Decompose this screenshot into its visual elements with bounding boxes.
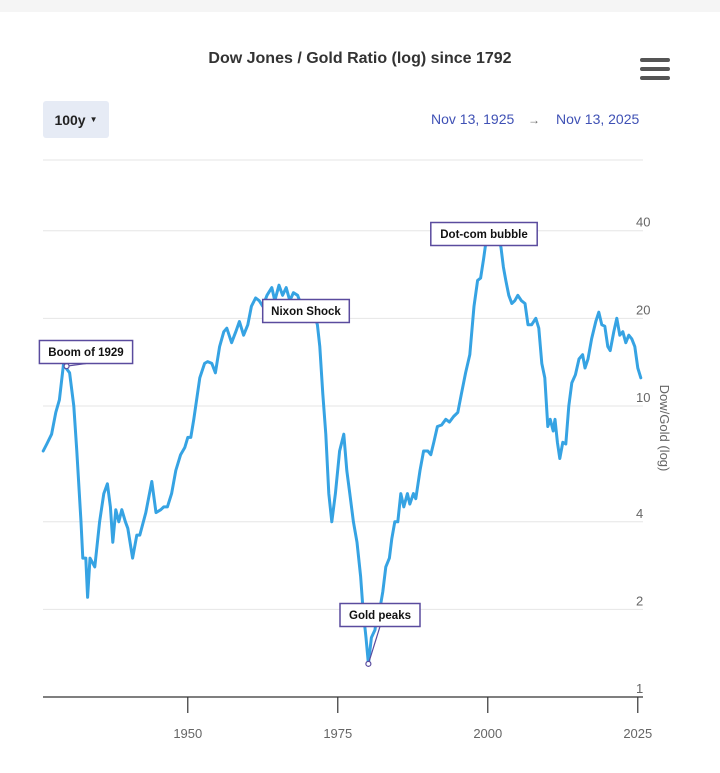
y-tick-label: 40 — [636, 215, 650, 230]
x-tick-label: 2025 — [623, 726, 652, 741]
annotation-box — [339, 602, 421, 628]
annotation-box — [38, 339, 134, 365]
annotation-box — [261, 298, 351, 324]
annotation-label: Dot-com bubble — [440, 229, 528, 241]
caret-down-icon: ▼ — [89, 115, 98, 124]
top-strip — [0, 0, 720, 12]
annotation-box — [430, 221, 538, 247]
x-tick-label: 1950 — [173, 726, 202, 741]
range-to-date[interactable]: Nov 13, 2025 — [556, 111, 640, 127]
hamburger-menu-icon[interactable] — [640, 58, 670, 84]
x-tick-label: 2000 — [473, 726, 502, 741]
range-from-date[interactable]: Nov 13, 1925 — [431, 111, 515, 127]
chart-title: Dow Jones / Gold Ratio (log) since 1792 — [208, 50, 512, 67]
annotation-connector — [367, 626, 381, 665]
menu-bar-2 — [640, 67, 670, 71]
x-tick-label: 1975 — [323, 726, 352, 741]
annotation-label: Boom of 1929 — [48, 347, 123, 359]
y-axis-title: Dow/Gold (log) — [657, 385, 672, 472]
y-tick-label: 1 — [636, 681, 643, 696]
series-line — [41, 227, 643, 666]
range-selector-label: 100y — [54, 111, 86, 128]
annotation-point — [63, 363, 70, 370]
y-tick-label: 10 — [636, 390, 650, 405]
range-arrow-icon: → — [528, 113, 540, 127]
y-tick-label: 20 — [636, 302, 650, 317]
annotation-label: Gold peaks — [349, 610, 411, 622]
y-tick-label: 2 — [636, 593, 643, 608]
menu-bar-3 — [640, 76, 670, 80]
annotation-point — [365, 660, 372, 667]
annotation-label: Nixon Shock — [271, 306, 341, 318]
y-tick-label: 4 — [636, 506, 643, 521]
range-selector-button[interactable]: 100y ▼ — [43, 101, 109, 138]
menu-bar-1 — [640, 58, 670, 62]
